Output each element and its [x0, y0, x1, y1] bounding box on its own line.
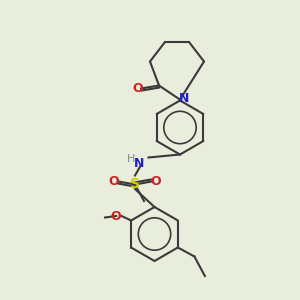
Text: O: O [151, 175, 161, 188]
Text: N: N [134, 157, 145, 170]
Text: O: O [109, 175, 119, 188]
Text: S: S [130, 178, 140, 191]
Text: O: O [111, 209, 122, 223]
Text: O: O [132, 82, 143, 95]
Text: N: N [178, 92, 189, 105]
Text: H: H [127, 154, 136, 164]
